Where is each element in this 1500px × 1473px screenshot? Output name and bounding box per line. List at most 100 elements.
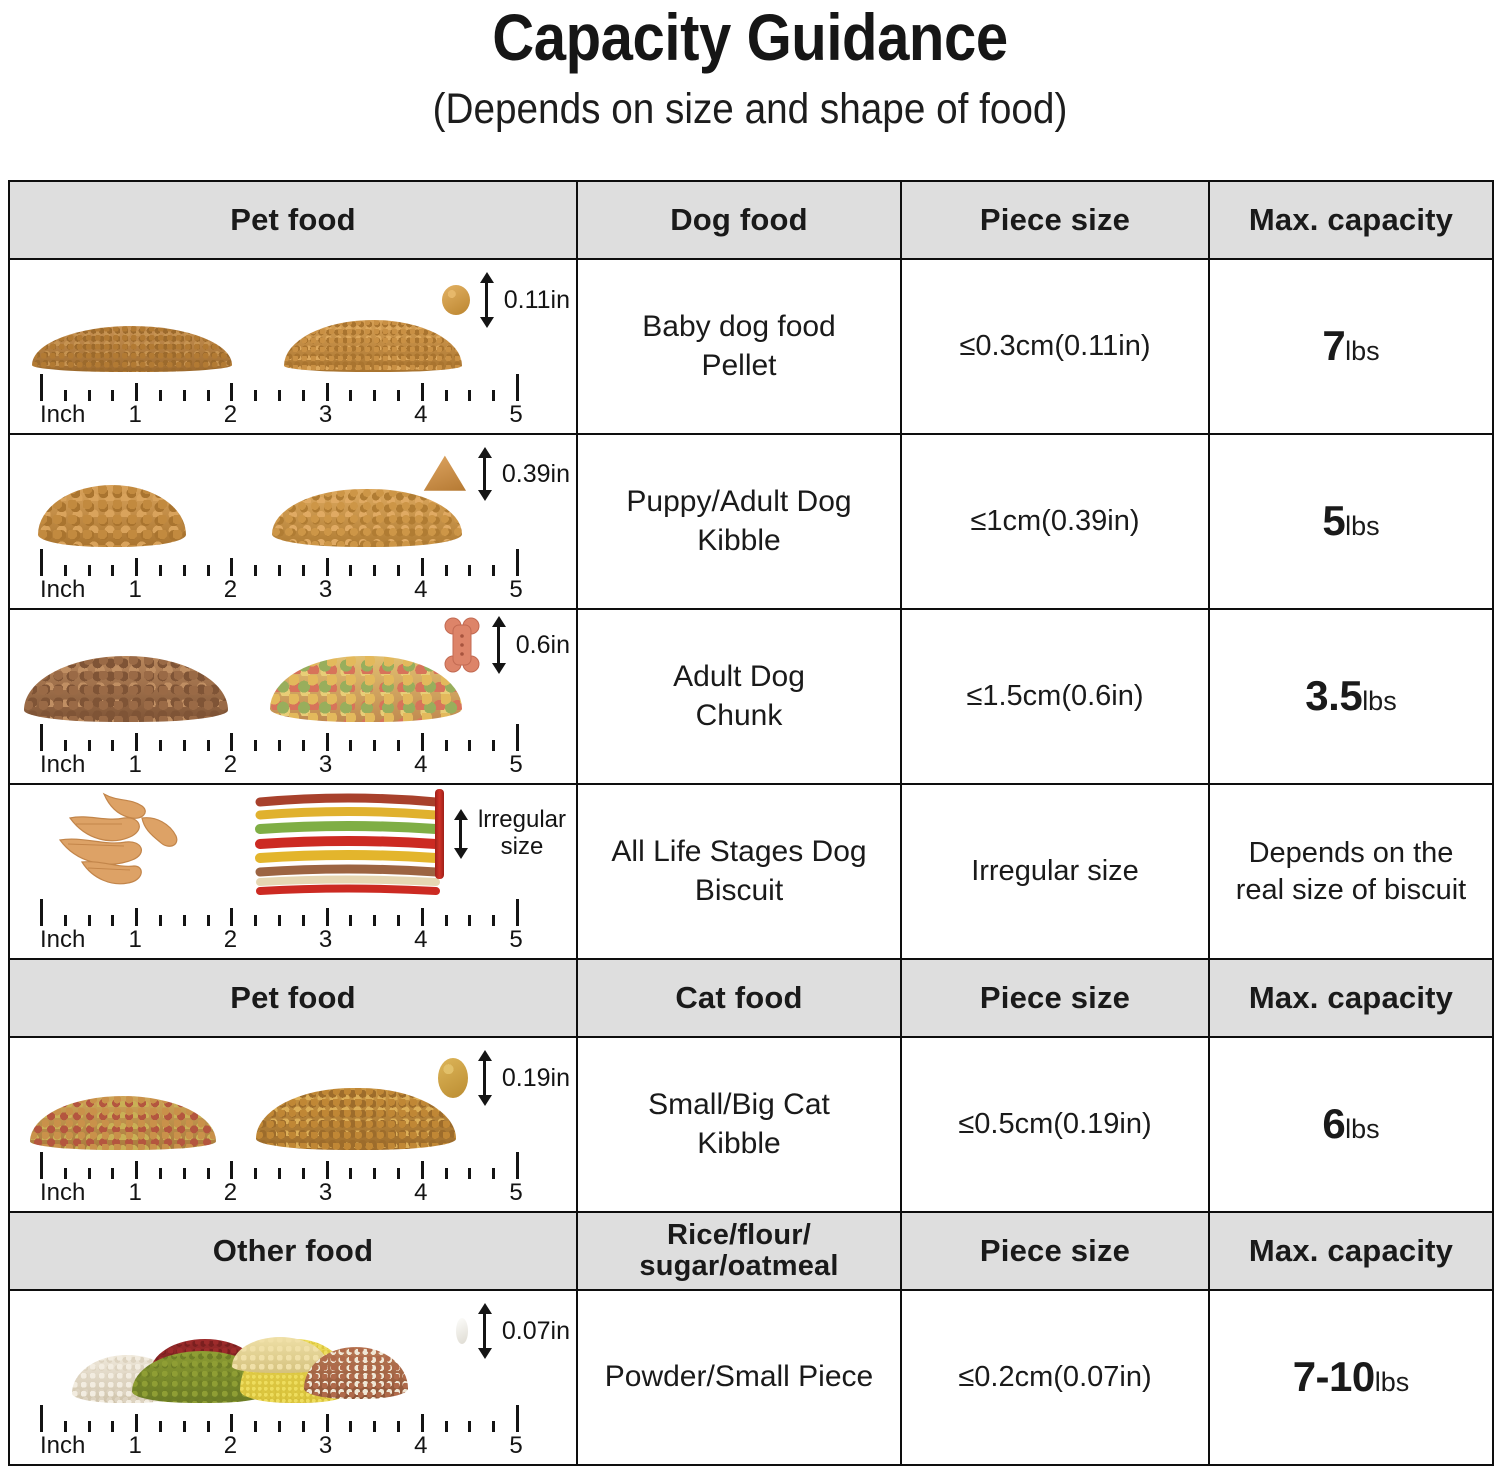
food-type-cell: Adult Dog Chunk [576,608,902,785]
table-header-cat: Pet food Cat food Piece size Max. capaci… [8,958,1494,1038]
ruler-unit-label: Inch [40,1432,86,1459]
ruler-numbers: Inch 1 2 3 4 5 [40,1179,523,1206]
table-row: lrregular size [8,783,1494,960]
table-row: 0.07in [8,1289,1494,1466]
header-piece-size: Piece size [900,180,1210,260]
capacity-unit: lbs [1345,1114,1380,1145]
table-row: 0.11in [8,258,1494,435]
table-row: 0.19in [8,1036,1494,1213]
mixed-grains-image [72,1311,408,1403]
title-block: Capacity Guidance (Depends on size and s… [0,0,1500,131]
ruler-graphic: Inch 1 2 3 4 5 [40,1149,523,1207]
page-subtitle: (Depends on size and shape of food) [432,85,1068,133]
piece-sample-icon [437,1058,468,1098]
capacity-unit: lbs [1374,1367,1410,1398]
header-max-capacity: Max. capacity [1208,180,1494,260]
page-title: Capacity Guidance [492,0,1008,74]
header-rice-line1: Rice/flour/ [667,1218,811,1251]
food-pile-image [272,489,462,547]
red-stick-icon [434,789,444,879]
dimension-bar-icon [477,1050,493,1106]
food-type-line2: Biscuit [694,873,784,907]
table-row: 0.39in [8,433,1494,610]
food-type-line1: Adult Dog [673,660,805,694]
ruler-graphic: Inch 1 2 3 4 5 [40,1402,523,1460]
table-row: 0.6in [8,608,1494,785]
food-type-line2: Chunk [695,698,783,732]
ruler-number: 2 [223,1432,238,1459]
capacity-unit: lbs [1345,511,1380,542]
ruler-number: 3 [318,1179,333,1206]
ruler-unit-label: Inch [40,401,86,428]
ruler-ticks [40,896,519,926]
ruler-number: 3 [318,926,333,953]
dimension-label-line1: lrregular [477,806,566,834]
sample-cell-cat-kibble: 0.19in [8,1036,578,1213]
table-header-dog: Pet food Dog food Piece size Max. capaci… [8,180,1494,260]
dimension-label: lrregular size [477,806,566,861]
ruler-number: 2 [223,401,238,428]
ruler-numbers: Inch 1 2 3 4 5 [40,1432,523,1459]
capacity-unit: lbs [1345,336,1380,367]
header-pet-food: Pet food [8,180,578,260]
food-pile-image [30,1096,216,1150]
ruler-numbers: Inch 1 2 3 4 5 [40,751,523,778]
ruler-numbers: Inch 1 2 3 4 5 [40,576,523,603]
sample-cell-adult-chunk: 0.6in [8,608,578,785]
ruler-number: 4 [414,751,428,778]
ruler-number: 3 [318,576,333,603]
piece-size-cell: ≤0.5cm(0.19in) [900,1036,1210,1213]
ruler-number: 4 [414,1179,428,1206]
max-capacity-cell: Depends on the real size of biscuit [1208,783,1494,960]
food-type-line1: Powder/Small Piece [604,1360,874,1394]
capacity-line1: Depends on the [1248,837,1454,870]
food-pile-image [38,485,186,547]
food-type-line2: Kibble [697,1126,781,1160]
food-type-cell: Baby dog food Pellet [576,258,902,435]
ruler-number: 4 [414,576,428,603]
ruler-graphic: Inch 1 2 3 4 5 [40,371,523,429]
food-type-line2: Pellet [701,348,777,382]
food-pile-image [24,656,228,722]
ruler-number: 2 [223,926,238,953]
piece-size-cell: ≤0.2cm(0.07in) [900,1289,1210,1466]
header-piece-size: Piece size [900,958,1210,1038]
dimension-label: 0.39in [501,460,570,488]
single-piece-and-dimension: 0.07in [455,1303,570,1359]
single-piece-and-dimension: 0.39in [422,447,570,501]
ruler-graphic: Inch 1 2 3 4 5 [40,546,523,604]
sample-cell-grains: 0.07in [8,1289,578,1466]
single-piece-and-dimension: 0.11in [441,272,570,328]
dimension-label: 0.19in [501,1064,570,1092]
ruler-graphic: Inch 1 2 3 4 5 [40,721,523,779]
ruler-number: 1 [128,751,142,778]
food-type-line1: Puppy/Adult Dog [626,485,852,519]
food-type-line2: Kibble [697,523,781,557]
single-piece-and-dimension: 0.19in [437,1050,570,1106]
capacity-number: 7-10 [1292,1353,1376,1401]
piece-size-cell: ≤1.5cm(0.6in) [900,608,1210,785]
ruler-unit-label: Inch [40,926,86,953]
dimension-bar-icon [477,1303,493,1359]
capacity-number: 6 [1322,1100,1346,1148]
chew-sticks-icon [255,793,441,895]
ruler-number: 1 [128,401,142,428]
dimension-bar-icon [479,272,495,328]
piece-sample-icon [455,1318,468,1344]
ruler-number: 5 [509,926,523,953]
ruler-number: 2 [223,751,238,778]
piece-sample-icon [441,285,470,315]
ruler-number: 3 [318,1432,333,1459]
ruler-numbers: Inch 1 2 3 4 5 [40,401,523,428]
capacity-number: 5 [1322,497,1346,545]
max-capacity-cell: 3.5lbs [1208,608,1494,785]
header-rice-line2: sugar/oatmeal [639,1250,839,1282]
food-pile-image [256,1088,456,1150]
ruler-number: 1 [128,1179,142,1206]
ruler-number: 5 [509,576,523,603]
sample-cell-puppy-kibble: 0.39in [8,433,578,610]
piece-size-cell: ≤1cm(0.39in) [900,433,1210,610]
single-piece-and-dimension: lrregular size [434,789,566,879]
ruler-unit-label: Inch [40,576,86,603]
header-other-food: Other food [8,1211,578,1291]
